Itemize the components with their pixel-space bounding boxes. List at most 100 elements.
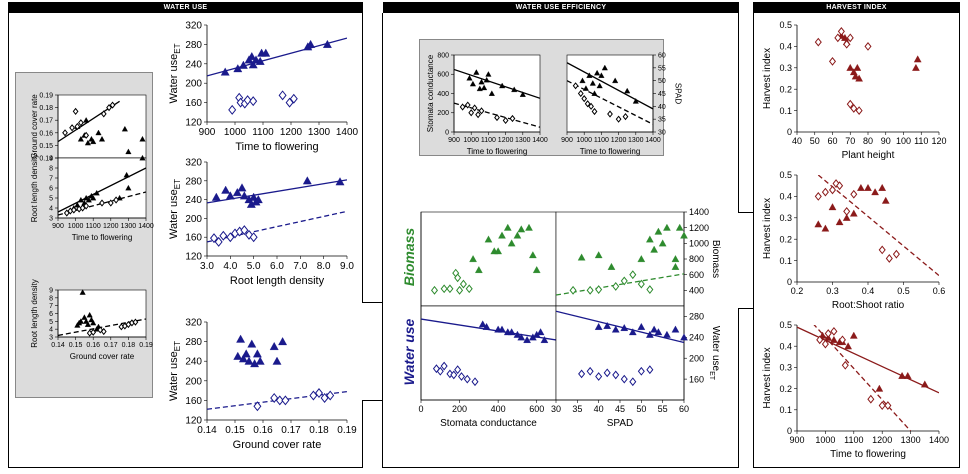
diamond-point: [249, 96, 258, 107]
y-tick-label: 5: [49, 195, 53, 202]
triangle-point: [849, 331, 858, 339]
diamond-point: [892, 249, 900, 259]
y-axis-label: Harvest index: [762, 48, 773, 109]
y-tick-label: 240: [689, 332, 704, 342]
chart-bio_sc: [420, 211, 557, 307]
section-title-water-use: WATER USE: [8, 2, 363, 13]
triangle-point: [821, 224, 830, 232]
x-tick-label: 80: [863, 136, 873, 146]
x-tick-label: 1100: [844, 435, 863, 445]
triangle-point: [830, 335, 838, 343]
triangle-point: [77, 196, 84, 203]
triangle-point: [116, 194, 123, 201]
diamond-point: [828, 56, 837, 66]
diamond-point: [572, 82, 579, 90]
diamond-point: [430, 285, 439, 295]
diamond-point: [834, 33, 842, 43]
y-tick-label: 45: [658, 91, 666, 98]
triangle-point: [598, 72, 605, 78]
triangle-point: [646, 235, 654, 243]
x-tick-label: 0.18: [122, 342, 136, 349]
y-tick-label: 1400: [689, 207, 709, 217]
triangle-point: [632, 98, 639, 104]
y-tick-label: 35: [658, 117, 666, 124]
y-tick-label: 240: [185, 195, 202, 206]
diamond-point: [100, 110, 107, 118]
triangle-point: [517, 225, 526, 233]
triangle-point: [680, 231, 688, 239]
triangle-point: [125, 148, 132, 155]
x-tick-label: 0.15: [69, 342, 83, 349]
triangle-point: [322, 39, 332, 48]
triangle-point: [253, 195, 263, 204]
triangle-point: [278, 337, 288, 346]
diamond-point: [459, 103, 466, 111]
diamond-point: [878, 401, 886, 410]
diamond-point: [471, 377, 479, 387]
y-tick-label: 9: [49, 155, 53, 162]
y-tick-label: 0.1: [779, 256, 792, 266]
x-tick-label: 9.0: [340, 261, 354, 272]
triangle-point: [637, 255, 646, 263]
triangle-point: [484, 235, 493, 243]
y-tick-label: 160: [185, 396, 202, 407]
x-tick-label: 600: [529, 404, 544, 414]
x-axis-label: Time to flowering: [235, 141, 318, 153]
x-tick-label: 35: [572, 404, 582, 414]
x-axis-label: Root length density: [230, 275, 325, 287]
regression-line-solid: [454, 68, 540, 99]
diamond-point: [275, 395, 284, 406]
y-tick-label: 600: [437, 72, 449, 79]
triangle-point: [525, 223, 533, 231]
diamond-point: [314, 388, 324, 399]
triangle-point: [871, 188, 879, 196]
diamond-point: [446, 369, 454, 379]
regression-line-solid: [567, 62, 653, 110]
x-tick-label: 0.2: [791, 286, 804, 296]
diamond-point: [586, 285, 594, 295]
diamond-point: [113, 196, 119, 204]
diamond-point: [106, 103, 112, 112]
triangle-point: [139, 135, 146, 142]
diamond-point: [468, 109, 475, 117]
regression-line-solid: [556, 310, 684, 344]
triangle-point: [540, 336, 549, 343]
triangle-point: [603, 321, 612, 329]
diamond-point: [109, 101, 116, 109]
diamond-point: [821, 339, 829, 349]
frame-bottom-water-use: [8, 467, 363, 468]
triangle-point: [95, 129, 102, 136]
triangle-point: [238, 60, 248, 69]
y-tick-label: 320: [185, 158, 202, 169]
y-tick-label: 120: [185, 252, 202, 263]
triangle-point: [611, 325, 620, 333]
x-tick-label: 0.17: [104, 342, 118, 349]
diamond-point: [646, 285, 654, 294]
y-tick-label: 5: [49, 319, 53, 326]
triangle-point: [84, 321, 91, 327]
x-tick-label: 6.0: [270, 261, 284, 272]
diamond-point: [70, 206, 77, 214]
diamond-point: [432, 364, 440, 374]
diamond-point: [646, 365, 654, 375]
y-tick-label: 3: [49, 334, 53, 341]
x-tick-label: 1200: [872, 435, 892, 445]
triangle-point: [523, 336, 531, 343]
triangle-point: [476, 85, 483, 92]
triangle-point: [494, 247, 502, 255]
diamond-point: [864, 41, 872, 51]
x-tick-label: 1000: [224, 127, 247, 138]
connector-wue-hi-bottom: [738, 308, 753, 309]
diamond-point: [620, 276, 628, 286]
y-tick-label: 0: [787, 426, 792, 436]
x-tick-label: 400: [491, 404, 506, 414]
x-tick-label: 1300: [628, 137, 644, 144]
triangle-point: [272, 356, 282, 365]
diamond-point: [454, 365, 462, 375]
diamond-point: [569, 285, 577, 295]
diamond-point: [591, 107, 598, 116]
diamond-point: [240, 225, 249, 236]
triangle-point: [77, 135, 84, 142]
triangle-point: [237, 183, 247, 192]
y-tick-label: 800: [689, 254, 704, 264]
